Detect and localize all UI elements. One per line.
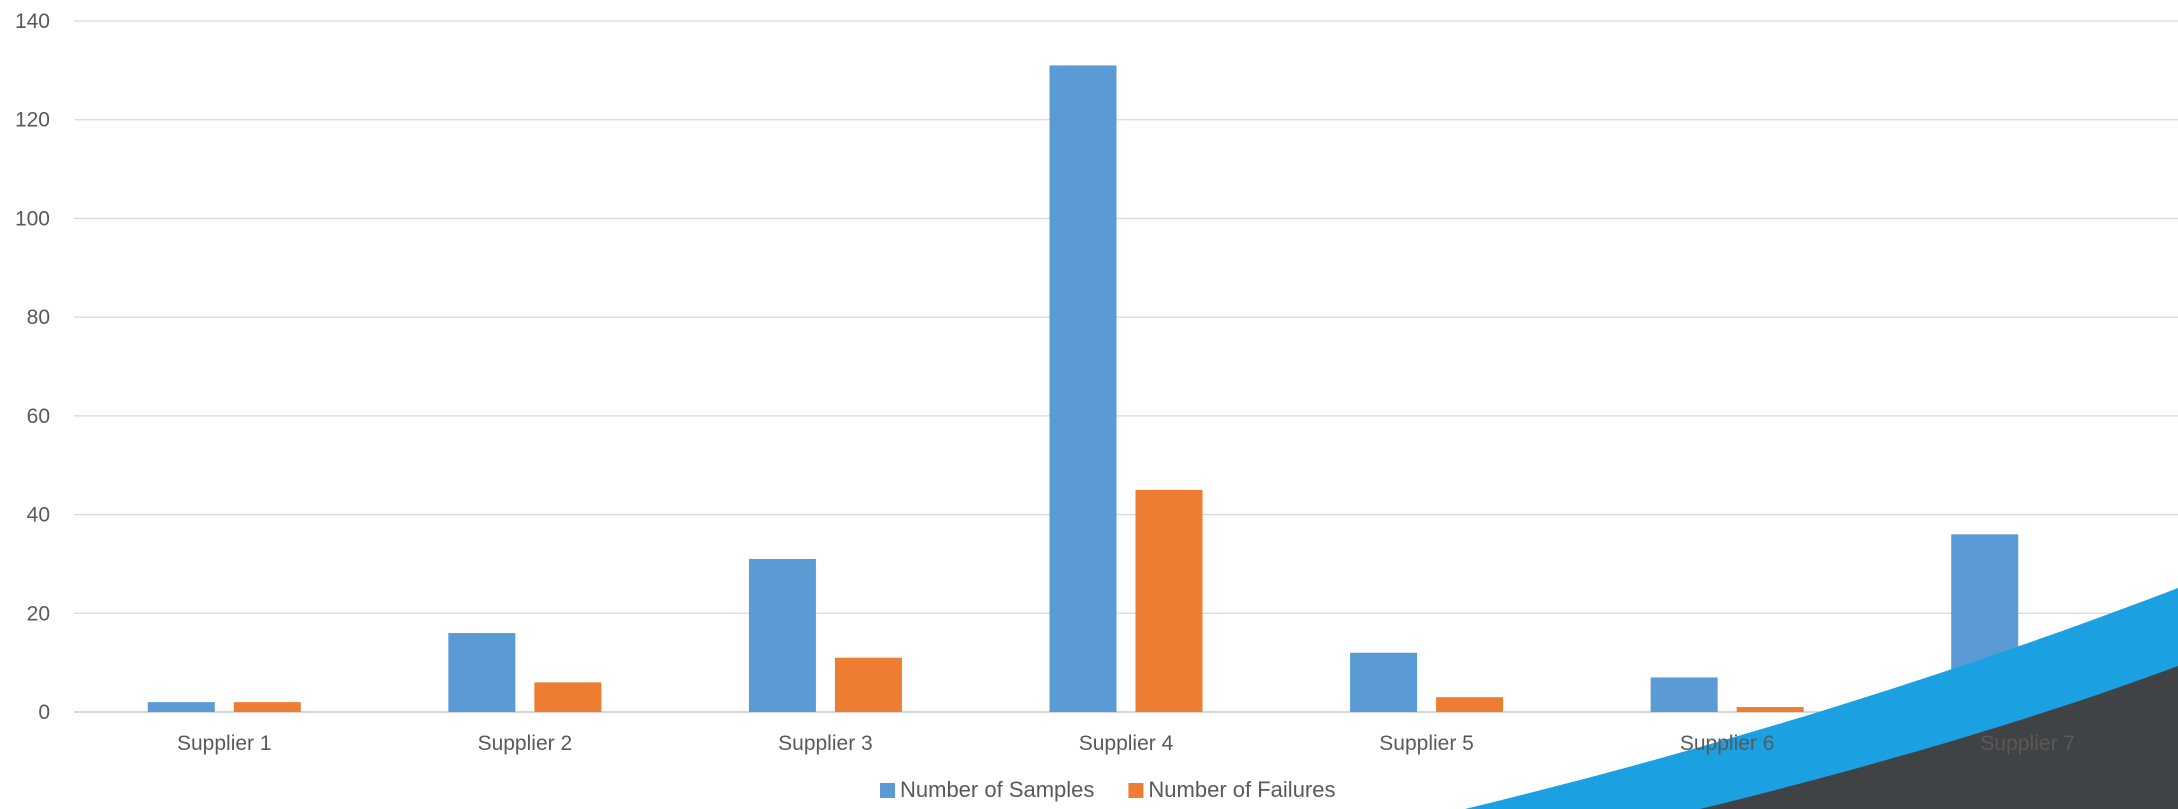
y-tick-label: 100 [15, 207, 50, 230]
x-category-label: Supplier 3 [778, 732, 873, 755]
decorative-swoosh [1465, 588, 2178, 809]
legend-label: Number of Samples [900, 777, 1094, 802]
y-tick-label: 60 [27, 405, 50, 428]
samples-bar [1049, 65, 1117, 712]
y-tick-label: 20 [27, 602, 50, 625]
x-category-label: Supplier 1 [177, 732, 272, 755]
x-category-label: Supplier 7 [1980, 732, 2075, 755]
samples-bar [1650, 677, 1718, 712]
samples-bar [748, 558, 816, 712]
failures-bar [233, 702, 301, 712]
x-category-label: Supplier 6 [1680, 732, 1775, 755]
samples-bar [448, 633, 516, 712]
failures-bar [1436, 697, 1504, 712]
y-tick-label: 80 [27, 306, 50, 329]
dark-swoosh-shape [1700, 666, 2178, 809]
x-category-label: Supplier 4 [1079, 732, 1174, 755]
x-axis-category-labels: Supplier 1 Supplier 2 Supplier 3 Supplier 4… [177, 732, 2075, 755]
legend-swatch-failures [1128, 783, 1144, 798]
y-tick-label: 120 [15, 109, 50, 132]
failures-bar [1135, 489, 1203, 712]
samples-bar [147, 702, 215, 712]
failures-bar [534, 682, 602, 712]
legend-swatch-samples [880, 783, 895, 798]
y-tick-label: 40 [27, 504, 50, 527]
y-tick-label: 140 [15, 10, 50, 33]
x-category-label: Supplier 5 [1379, 732, 1474, 755]
x-category-label: Supplier 2 [478, 732, 573, 755]
legend-label: Number of Failures [1148, 777, 1335, 802]
legend: Number of Samples Number of Failures [880, 777, 1336, 802]
gridlines [74, 20, 2178, 713]
y-tick-label: 0 [38, 701, 50, 724]
failures-bar [1736, 707, 1804, 712]
bar-series [147, 65, 2105, 712]
y-axis-tick-labels: 0 20 40 60 80 100 120 140 [15, 10, 50, 724]
samples-bar [1350, 652, 1418, 712]
failures-bar [834, 657, 902, 712]
